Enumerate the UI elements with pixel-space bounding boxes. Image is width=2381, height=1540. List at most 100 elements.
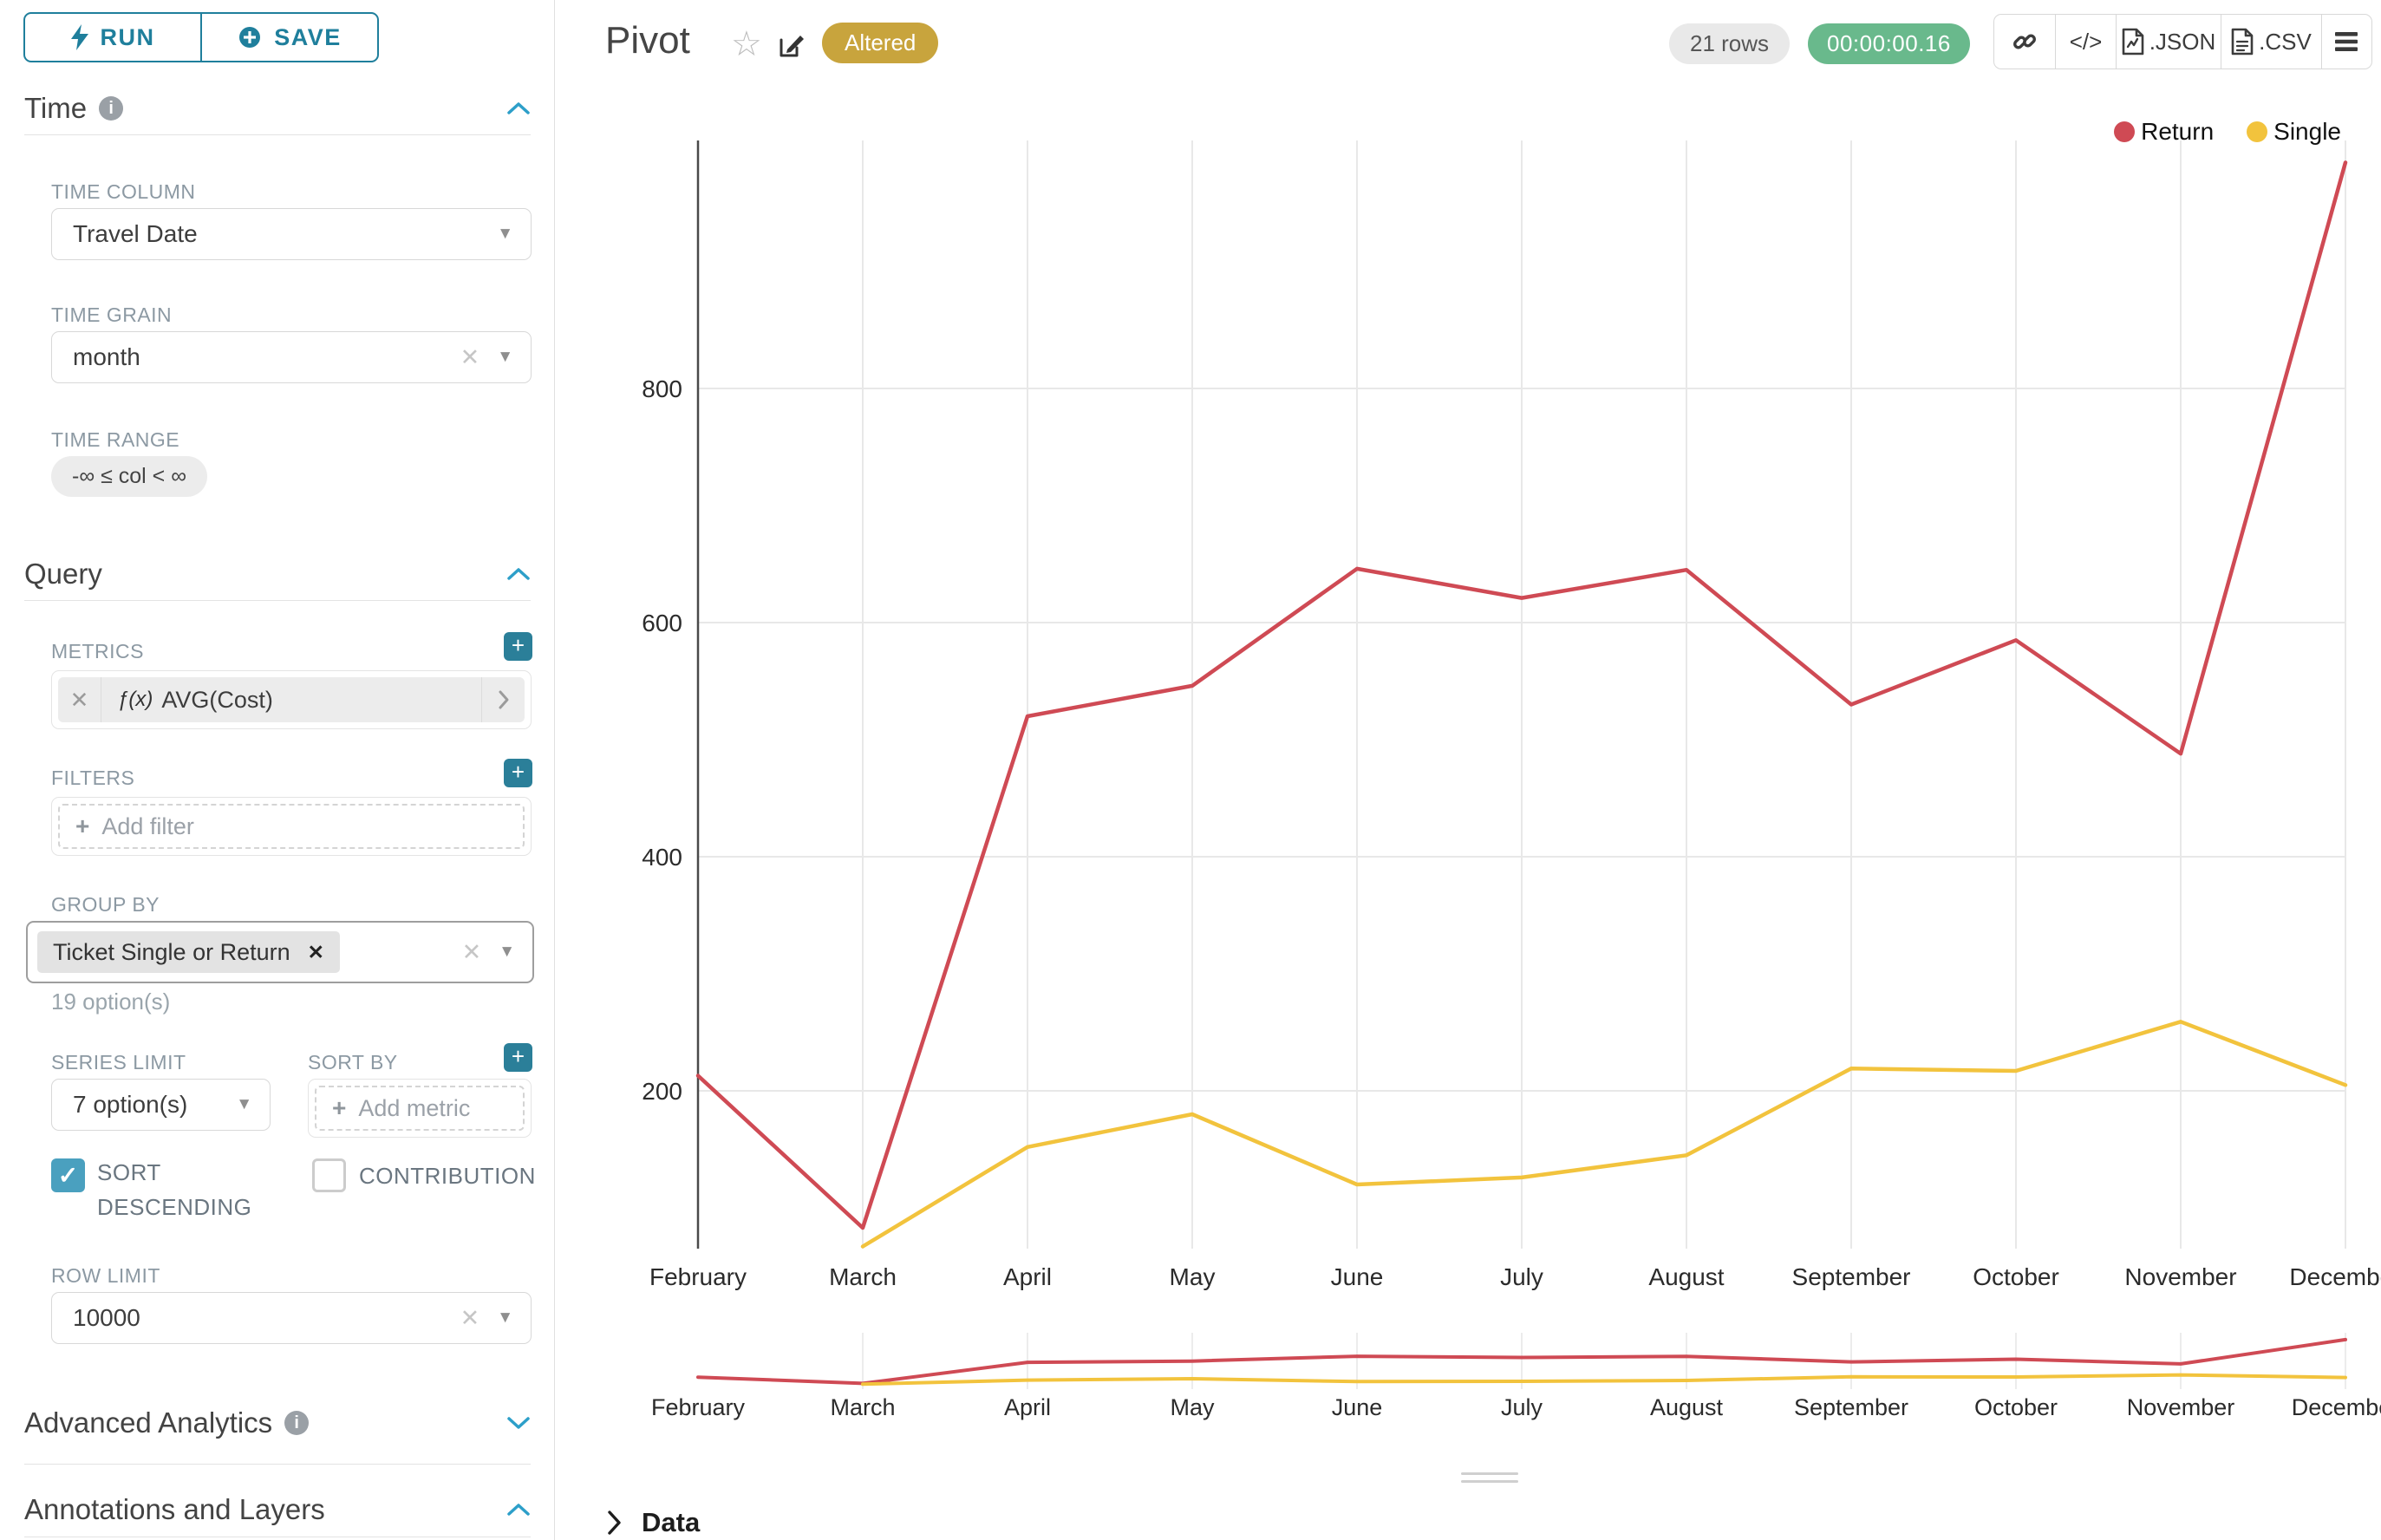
- section-header-advanced-analytics[interactable]: Advanced Analytics i: [24, 1406, 531, 1439]
- section-title: Time: [24, 92, 88, 124]
- metric-pill[interactable]: ✕ ƒ(x) AVG(Cost): [58, 677, 525, 722]
- more-options-button[interactable]: [2321, 15, 2370, 69]
- altered-badge-label: Altered: [845, 29, 917, 55]
- legend-label-single: Single: [2273, 118, 2341, 145]
- svg-text:December: December: [2292, 1394, 2381, 1420]
- svg-text:July: July: [1500, 1263, 1543, 1290]
- save-button-label: SAVE: [274, 23, 342, 50]
- time-column-label: TIME COLUMN: [51, 180, 196, 203]
- svg-text:February: February: [651, 1394, 746, 1420]
- data-panel-toggle[interactable]: Data: [607, 1507, 700, 1538]
- caret-down-icon: ▼: [497, 225, 513, 243]
- sort-descending-checkbox[interactable]: ✓: [51, 1158, 85, 1192]
- expand-metric-icon[interactable]: [481, 677, 525, 722]
- section-header-annotations[interactable]: Annotations and Layers: [24, 1493, 531, 1526]
- info-icon[interactable]: i: [99, 96, 124, 121]
- add-filter-dropzone[interactable]: + Add filter: [58, 804, 525, 849]
- section-header-query[interactable]: Query: [24, 558, 531, 591]
- edit-pencil-icon[interactable]: [776, 31, 806, 61]
- series-limit-value: 7 option(s): [73, 1091, 188, 1118]
- altered-badge[interactable]: Altered: [822, 23, 939, 63]
- link-icon: [2013, 34, 2036, 49]
- favorite-star-icon[interactable]: ☆: [731, 25, 762, 63]
- line-chart: 200 400 600 800 February March April May June Jul…: [642, 140, 2381, 1420]
- svg-text:August: August: [1648, 1263, 1724, 1290]
- time-column-value: Travel Date: [73, 220, 198, 247]
- clear-icon[interactable]: ✕: [460, 1304, 480, 1331]
- add-sort-metric-button[interactable]: +: [504, 1043, 532, 1072]
- time-range-label: TIME RANGE: [51, 428, 180, 451]
- chart-legend: Return Single: [2114, 118, 2341, 146]
- chevron-up-icon[interactable]: [506, 1503, 531, 1517]
- run-save-button-group: RUN SAVE: [23, 12, 379, 62]
- circle-plus-icon: [239, 27, 261, 48]
- add-sort-metric-dropzone[interactable]: + Add metric: [315, 1086, 525, 1131]
- group-by-label: GROUP BY: [51, 893, 160, 916]
- legend-dot-return: [2114, 121, 2136, 142]
- chart-title: Pivot: [605, 19, 690, 62]
- export-toolbar: </> .JSON .CSV: [1993, 14, 2372, 69]
- export-csv-button[interactable]: .CSV: [2221, 15, 2321, 69]
- svg-text:November: November: [2127, 1394, 2235, 1420]
- time-column-select[interactable]: Travel Date ▼: [51, 208, 532, 260]
- add-filter-button[interactable]: +: [504, 759, 532, 787]
- section-header-time[interactable]: Time i: [24, 92, 531, 125]
- lightning-icon: [70, 24, 88, 50]
- save-button[interactable]: SAVE: [200, 14, 377, 61]
- plus-icon: +: [75, 812, 90, 839]
- query-timer-badge: 00:00:00.16: [1808, 23, 1970, 64]
- remove-chip-icon[interactable]: ✕: [307, 940, 324, 963]
- group-by-chip[interactable]: Ticket Single or Return ✕: [37, 931, 340, 973]
- group-by-select[interactable]: Ticket Single or Return ✕ ✕ ▼: [26, 921, 534, 983]
- row-limit-label: ROW LIMIT: [51, 1264, 160, 1287]
- run-button[interactable]: RUN: [25, 14, 200, 61]
- svg-text:800: 800: [642, 375, 682, 402]
- svg-text:November: November: [2124, 1263, 2236, 1290]
- export-json-button[interactable]: .JSON: [2116, 15, 2221, 69]
- svg-text:March: March: [830, 1394, 895, 1420]
- chevron-down-icon[interactable]: [506, 1416, 531, 1430]
- series-limit-label: SERIES LIMIT: [51, 1051, 186, 1073]
- section-title: Query: [24, 558, 102, 590]
- time-range-value: -∞ ≤ col < ∞: [72, 464, 187, 488]
- sort-by-box: + Add metric: [308, 1079, 532, 1138]
- row-count-badge: 21 rows: [1669, 23, 1791, 64]
- svg-text:April: April: [1003, 1263, 1052, 1290]
- remove-metric-icon[interactable]: ✕: [58, 677, 101, 722]
- svg-text:October: October: [1973, 1263, 2059, 1290]
- filters-label: FILTERS: [51, 767, 135, 789]
- chevron-up-icon[interactable]: [506, 567, 531, 581]
- add-metric-button[interactable]: +: [504, 632, 532, 661]
- svg-text:October: October: [1974, 1394, 2058, 1420]
- time-range-pill[interactable]: -∞ ≤ col < ∞: [51, 456, 208, 497]
- json-file-icon: [2122, 28, 2144, 55]
- chevron-up-icon[interactable]: [506, 101, 531, 115]
- view-query-button[interactable]: </>: [2055, 15, 2116, 69]
- legend-item-single[interactable]: Single: [2247, 118, 2341, 146]
- divider: [24, 600, 531, 601]
- plus-icon: +: [332, 1094, 347, 1121]
- series-limit-select[interactable]: 7 option(s) ▼: [51, 1079, 271, 1131]
- svg-text:February: February: [649, 1263, 747, 1290]
- contribution-checkbox[interactable]: [312, 1158, 346, 1192]
- control-panel-sidebar: RUN SAVE Time i TIME COLUMN Travel Date …: [0, 0, 555, 1540]
- group-by-hint: 19 option(s): [51, 989, 171, 1015]
- info-icon[interactable]: i: [284, 1411, 310, 1435]
- svg-text:July: July: [1501, 1394, 1543, 1420]
- svg-text:600: 600: [642, 610, 682, 636]
- clear-icon[interactable]: ✕: [460, 343, 480, 370]
- sort-by-label: SORT BY: [308, 1051, 398, 1073]
- query-timer-label: 00:00:00.16: [1827, 30, 1951, 56]
- metrics-label: METRICS: [51, 640, 144, 662]
- panel-resize-handle[interactable]: [1461, 1472, 1518, 1488]
- share-link-button[interactable]: [1994, 15, 2055, 69]
- clear-icon[interactable]: ✕: [461, 938, 482, 965]
- legend-item-return[interactable]: Return: [2114, 118, 2214, 146]
- section-title: Advanced Analytics: [24, 1406, 273, 1439]
- svg-text:December: December: [2289, 1263, 2381, 1290]
- row-limit-select[interactable]: 10000 ✕ ▼: [51, 1292, 532, 1344]
- svg-text:September: September: [1794, 1394, 1908, 1420]
- time-grain-value: month: [73, 343, 140, 370]
- time-grain-select[interactable]: month ✕ ▼: [51, 331, 532, 383]
- sort-by-placeholder: Add metric: [358, 1094, 471, 1121]
